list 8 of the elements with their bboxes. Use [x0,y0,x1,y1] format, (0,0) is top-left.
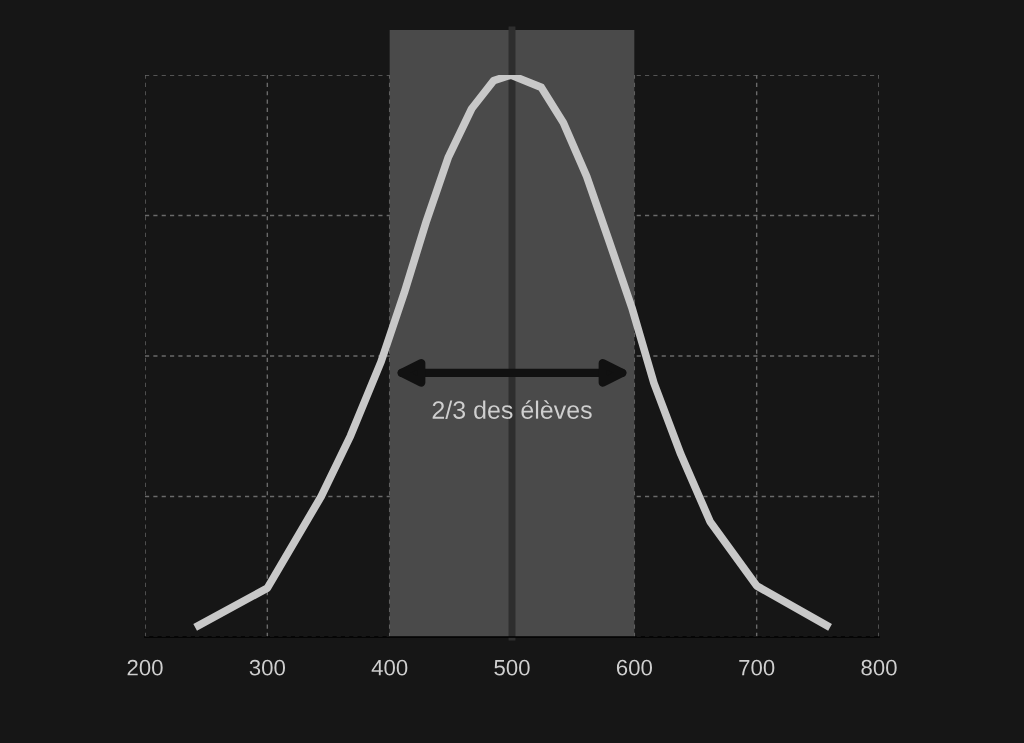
x-tick-label: 800 [861,659,897,676]
x-tick-label: 300 [249,659,285,676]
annotation: 2/3 des élèves [432,400,592,419]
x-tick-label: 700 [739,659,775,676]
x-tick-label: 600 [616,659,652,676]
x-tick-label: 400 [371,659,408,676]
x-tick-label: 500 [494,659,530,676]
x-tick-label: 200 [127,659,163,676]
